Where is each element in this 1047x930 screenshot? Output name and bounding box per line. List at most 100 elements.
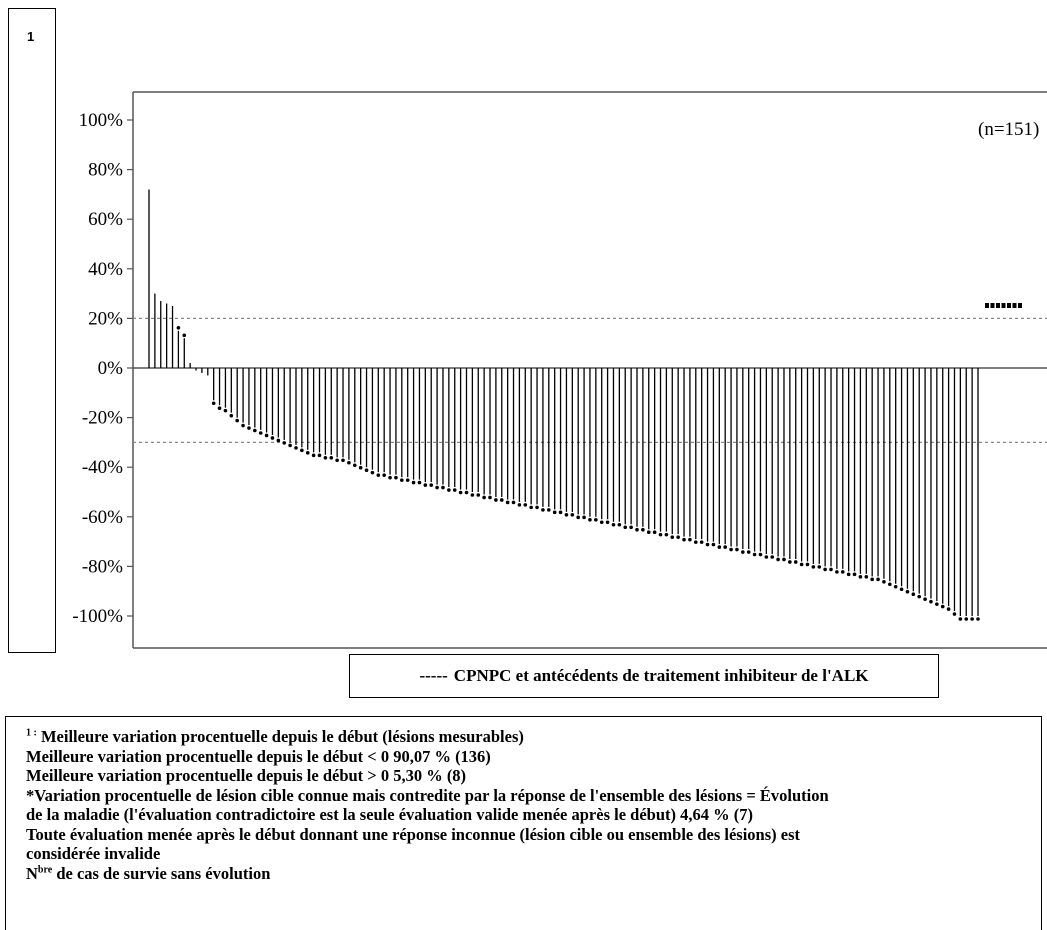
- bar-end-marker: [517, 503, 522, 507]
- bar-end-marker: [664, 532, 669, 537]
- bar-end-marker: [376, 473, 381, 477]
- bar-end-marker: [623, 525, 628, 530]
- y-tick-label: 60%: [88, 209, 123, 230]
- bar-end-marker: [746, 550, 751, 554]
- footnote-line-5: de la maladie (l'évaluation contradictoi…: [26, 805, 753, 824]
- bar-end-marker: [958, 617, 963, 621]
- bar-end-marker: [946, 607, 951, 611]
- bar-end-marker: [458, 490, 463, 495]
- bar-end-marker: [535, 505, 539, 510]
- y-tick-label: 0%: [98, 358, 124, 379]
- bar-end-marker: [276, 438, 281, 443]
- bar-end-marker: [940, 604, 945, 609]
- bar-end-marker: [576, 515, 580, 520]
- bar-end-marker: [858, 575, 863, 579]
- bar-end-marker: [241, 423, 245, 428]
- bar-end-marker: [641, 527, 645, 532]
- bar-end-marker: [294, 446, 298, 450]
- bar-end-marker: [793, 560, 798, 564]
- bar-end-marker: [258, 431, 263, 435]
- bar-end-marker: [247, 426, 251, 430]
- bar-end-marker: [676, 535, 680, 539]
- bar-end-marker: [452, 488, 457, 492]
- chart-bars: [148, 189, 1022, 621]
- bar-end-marker: [441, 485, 445, 490]
- footnote-n: N: [26, 863, 38, 883]
- bar-end-marker: [217, 406, 222, 411]
- bar-end-marker: [693, 540, 698, 544]
- bar-end-marker: [846, 572, 851, 577]
- bar-end-marker: [594, 518, 598, 522]
- bar-end-marker: [464, 490, 469, 495]
- bar-end-marker: [752, 552, 757, 557]
- bar-end-marker: [282, 441, 287, 445]
- bar-end-marker: [423, 483, 428, 487]
- bar-end-marker: [470, 493, 475, 497]
- bar-end-marker: [705, 542, 710, 547]
- marked-point: [1018, 303, 1022, 308]
- bar-end-marker: [635, 527, 639, 532]
- bar-end-marker: [405, 478, 410, 482]
- y-tick-label: -100%: [72, 606, 123, 627]
- bar-end-marker: [523, 503, 528, 507]
- bar-end-marker: [505, 500, 510, 505]
- marked-point: [1007, 303, 1011, 308]
- bar-end-marker: [429, 483, 434, 487]
- bar-end-marker: [611, 522, 616, 527]
- bar-end-marker: [323, 456, 328, 460]
- bar-end-marker: [929, 599, 933, 604]
- bar-end-marker: [352, 463, 357, 468]
- sample-size-annotation: (n=151): [978, 119, 1039, 140]
- waterfall-chart: 100%80%60%40%20%0%-20%-40%-60%-80%-100% …: [72, 91, 1047, 649]
- bar-end-marker: [770, 555, 775, 559]
- bar-end-marker: [893, 584, 898, 589]
- bar-end-marker: [482, 495, 486, 500]
- bar-end-marker: [805, 562, 810, 567]
- bar-end-marker: [688, 537, 692, 542]
- y-tick-label: -80%: [82, 556, 123, 577]
- bar-end-marker: [917, 594, 922, 599]
- bar-end-marker: [923, 597, 927, 601]
- marked-point: [1012, 303, 1017, 308]
- marked-point: [985, 303, 989, 308]
- bar-end-marker: [882, 580, 886, 584]
- bar-end-marker: [599, 520, 604, 525]
- footnote: 1 : Meilleure variation procentuelle dep…: [5, 716, 1042, 930]
- bar-end-marker: [835, 570, 839, 574]
- y-tick-label: 40%: [88, 259, 123, 280]
- bar-end-marker: [329, 456, 334, 460]
- bar-end-marker: [223, 408, 228, 413]
- bar-end-marker: [317, 453, 322, 458]
- bar-end-marker: [905, 589, 910, 594]
- y-tick-label: 100%: [79, 110, 124, 131]
- figure-number-box: 1: [8, 8, 56, 653]
- bar-end-marker: [817, 565, 822, 569]
- bar-end-marker: [582, 515, 586, 520]
- bar-end-marker: [864, 575, 869, 579]
- bar-end-marker: [729, 547, 733, 552]
- bar-end-marker: [652, 530, 657, 534]
- footnote-line-2: Meilleure variation procentuelle depuis …: [26, 746, 491, 766]
- bar-end-marker: [735, 547, 739, 552]
- bar-end-marker: [629, 525, 633, 530]
- bar-end-marker: [347, 460, 351, 465]
- legend: ----- CPNPC et antécédents de traitement…: [349, 654, 939, 698]
- bar-end-marker: [976, 617, 980, 621]
- bar-end-marker: [658, 532, 663, 537]
- bar-end-marker: [876, 577, 880, 582]
- bar-end-marker: [447, 488, 451, 492]
- bar-end-marker: [417, 480, 422, 485]
- bar-end-marker: [617, 522, 622, 527]
- y-tick-label: -20%: [82, 408, 123, 429]
- bar-end-marker: [400, 478, 404, 482]
- bar-end-marker: [711, 542, 716, 547]
- footnote-sup: bre: [37, 864, 53, 875]
- bar-end-marker: [394, 475, 398, 480]
- bar-end-marker: [488, 495, 492, 500]
- bar-end-marker: [776, 557, 780, 562]
- bar-end-marker: [253, 428, 257, 433]
- bar-end-marker: [211, 401, 216, 406]
- bar-end-marker: [870, 577, 874, 582]
- bar-end-marker: [305, 451, 310, 455]
- bar-end-marker: [717, 545, 722, 549]
